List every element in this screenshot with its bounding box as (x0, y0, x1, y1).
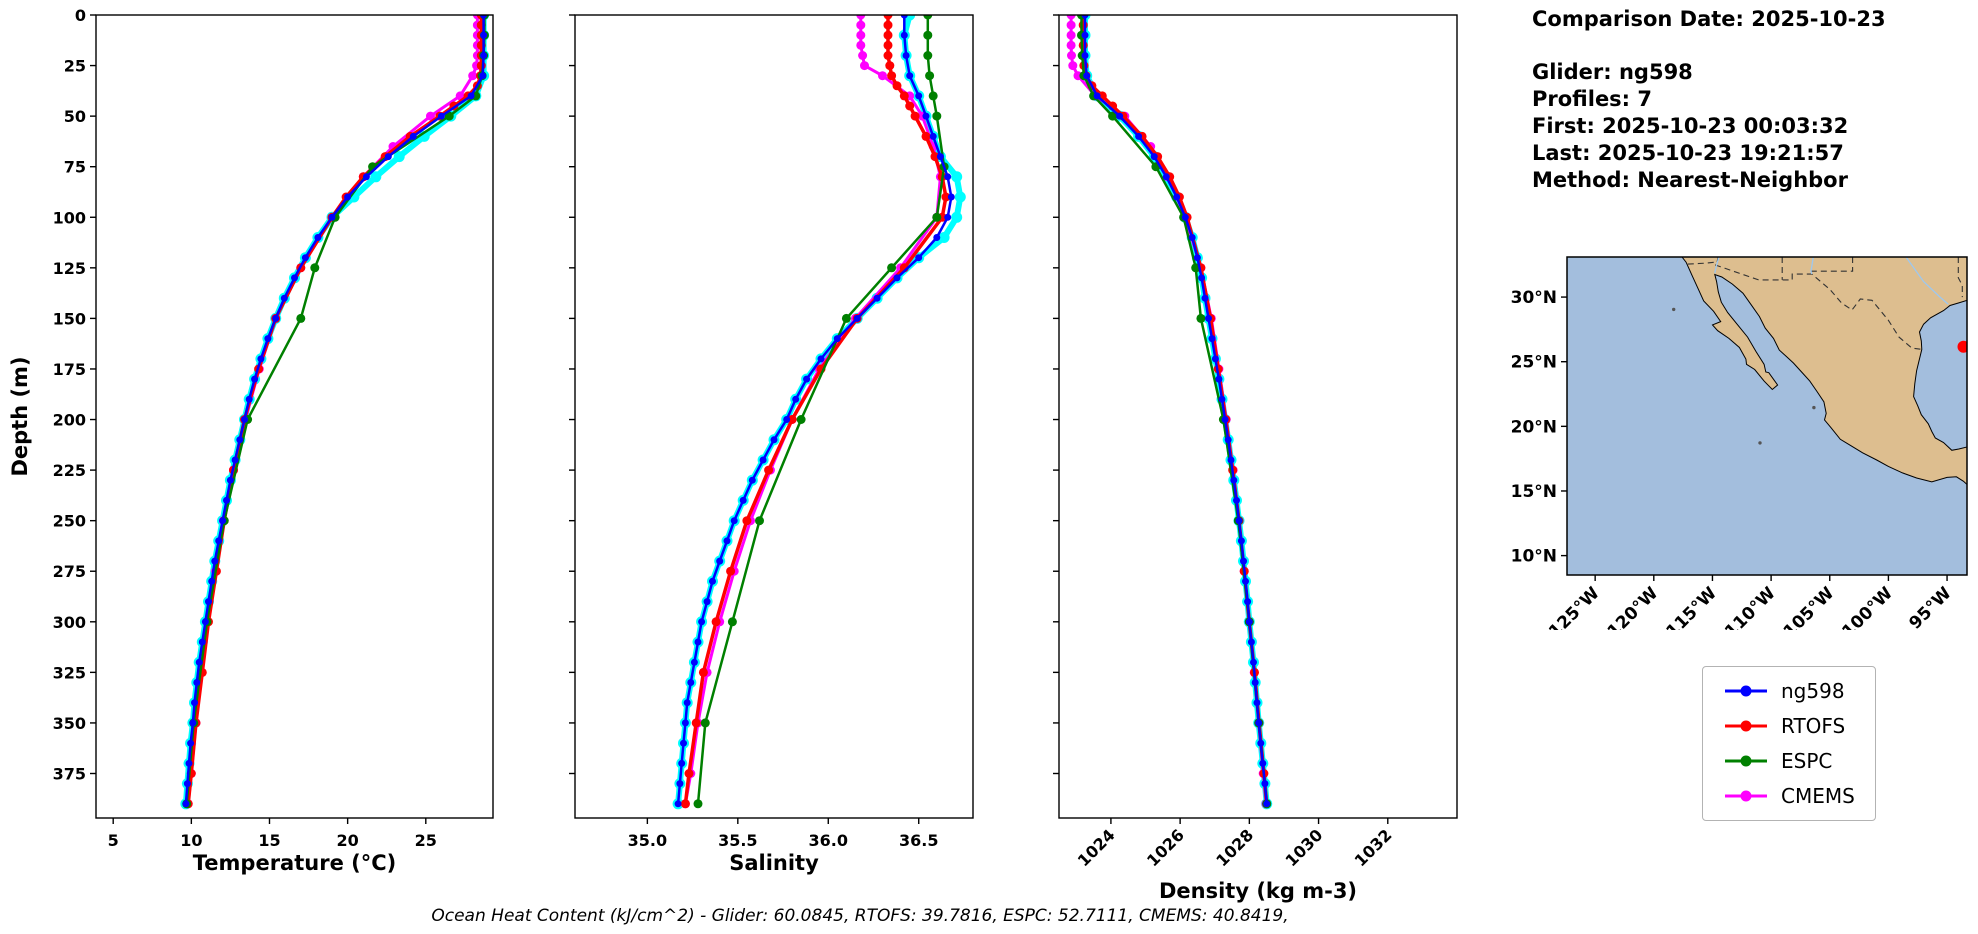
svg-text:15: 15 (258, 831, 280, 850)
salinity-profile: 35.0 35.5 36.0 36.5 Salinity (569, 14, 974, 875)
svg-text:120°W: 120°W (1604, 583, 1663, 630)
series-ng598 (182, 15, 488, 808)
legend-label-ng598: ng598 (1781, 679, 1845, 703)
legend-marker-cmems (1725, 790, 1767, 802)
legend-item-ng598: ng598 (1723, 679, 1855, 703)
last-profile-time-text: Last: 2025-10-23 19:21:57 (1532, 141, 1844, 165)
map-border-dashed (1810, 257, 1854, 272)
svg-text:1024: 1024 (1074, 825, 1119, 870)
svg-text:50: 50 (64, 107, 86, 126)
svg-text:110°W: 110°W (1721, 583, 1780, 630)
info-panel: Comparison Date: 2025-10-23 Glider: ng59… (1532, 6, 1886, 194)
profile-plots: 5 10 15 20 250255075100125150175200225250275… (8, 6, 1458, 903)
series-ng598 (1081, 15, 1271, 808)
svg-text:20: 20 (337, 831, 359, 850)
svg-text:1028: 1028 (1212, 825, 1257, 870)
profiles-count-text: Profiles: 7 (1532, 87, 1653, 111)
series-ng598 (674, 15, 955, 808)
svg-text:100: 100 (53, 208, 86, 227)
legend-marker-espc (1725, 755, 1767, 767)
map-island (1758, 441, 1762, 445)
map-river (1810, 257, 1814, 275)
comparison-date-text: Comparison Date: 2025-10-23 (1532, 7, 1886, 31)
svg-text:36.5: 36.5 (899, 831, 938, 850)
svg-text:150: 150 (53, 309, 86, 328)
legend-label-espc: ESPC (1781, 749, 1833, 773)
svg-text:250: 250 (53, 512, 86, 531)
map-island (1672, 307, 1676, 312)
first-profile-time-text: First: 2025-10-23 00:03:32 (1532, 114, 1849, 138)
svg-text:300: 300 (53, 613, 86, 632)
map-land (1681, 257, 1967, 486)
svg-text:36.0: 36.0 (809, 831, 848, 850)
legend-marker-ng598 (1725, 685, 1767, 697)
svg-text:225: 225 (53, 461, 86, 480)
legend-marker-rtofs (1725, 720, 1767, 732)
legend-item-rtofs: RTOFS (1723, 714, 1855, 738)
svg-text:325: 325 (53, 663, 86, 682)
svg-text:0: 0 (75, 6, 86, 25)
svg-text:275: 275 (53, 562, 86, 581)
density-profile: 1024 1026 1028 1030 1032 Density (kg m-3) (1053, 14, 1458, 903)
glider-position-marker (1957, 340, 1967, 353)
method-text: Method: Nearest-Neighbor (1532, 168, 1848, 192)
svg-text:175: 175 (53, 360, 86, 379)
svg-text:1032: 1032 (1351, 825, 1396, 870)
x-axis-label: Salinity (729, 851, 819, 875)
x-axis-label: Temperature (°C) (193, 851, 396, 875)
svg-text:5: 5 (108, 831, 119, 850)
map-island (1812, 405, 1816, 410)
svg-text:350: 350 (53, 714, 86, 733)
svg-text:75: 75 (64, 158, 86, 177)
series-ESPC (693, 15, 949, 809)
map-border-dashed (1957, 257, 1963, 298)
svg-text:105°W: 105°W (1780, 583, 1839, 630)
svg-text:35.5: 35.5 (718, 831, 757, 850)
svg-text:115°W: 115°W (1662, 583, 1721, 630)
glider-name-text: Glider: ng598 (1532, 60, 1693, 84)
svg-text:1030: 1030 (1281, 825, 1326, 870)
location-map: 30°N 25°N 20°N 15°N 10°N 125°W 120°W 115°W 110°W… (1511, 256, 1968, 630)
svg-text:30°N: 30°N (1511, 288, 1557, 308)
legend: ng598 RTOFS ESPC CMEMS (1702, 666, 1876, 821)
svg-text:200: 200 (53, 411, 86, 430)
legend-label-rtofs: RTOFS (1781, 714, 1846, 738)
map-river (1714, 257, 1720, 274)
svg-text:10: 10 (180, 831, 202, 850)
info-spacer (1532, 33, 1886, 59)
svg-text:1026: 1026 (1143, 825, 1188, 870)
series-RTOFS (680, 15, 951, 809)
x-axis-label: Density (kg m-3) (1159, 879, 1357, 903)
svg-text:100°W: 100°W (1838, 583, 1897, 630)
svg-text:375: 375 (53, 765, 86, 784)
legend-label-cmems: CMEMS (1781, 784, 1855, 808)
map-river (1905, 257, 1949, 305)
svg-text:20°N: 20°N (1511, 417, 1557, 437)
temperature-profile: 5 10 15 20 250255075100125150175200225250275… (8, 6, 494, 875)
ocean-heat-content-footer: Ocean Heat Content (kJ/cm^2) - Glider: 6… (431, 906, 1289, 926)
y-axis-label: Depth (m) (8, 356, 32, 476)
svg-text:125°W: 125°W (1545, 583, 1604, 630)
map-frame (1566, 256, 1968, 576)
svg-text:35.0: 35.0 (628, 831, 667, 850)
svg-text:95°W: 95°W (1905, 583, 1955, 630)
svg-text:25°N: 25°N (1511, 353, 1557, 373)
svg-text:10°N: 10°N (1511, 547, 1557, 567)
svg-text:25: 25 (415, 831, 437, 850)
svg-text:15°N: 15°N (1511, 482, 1557, 502)
legend-item-cmems: CMEMS (1723, 784, 1855, 808)
svg-text:125: 125 (53, 259, 86, 278)
svg-text:25: 25 (64, 57, 86, 76)
legend-item-espc: ESPC (1723, 749, 1855, 773)
